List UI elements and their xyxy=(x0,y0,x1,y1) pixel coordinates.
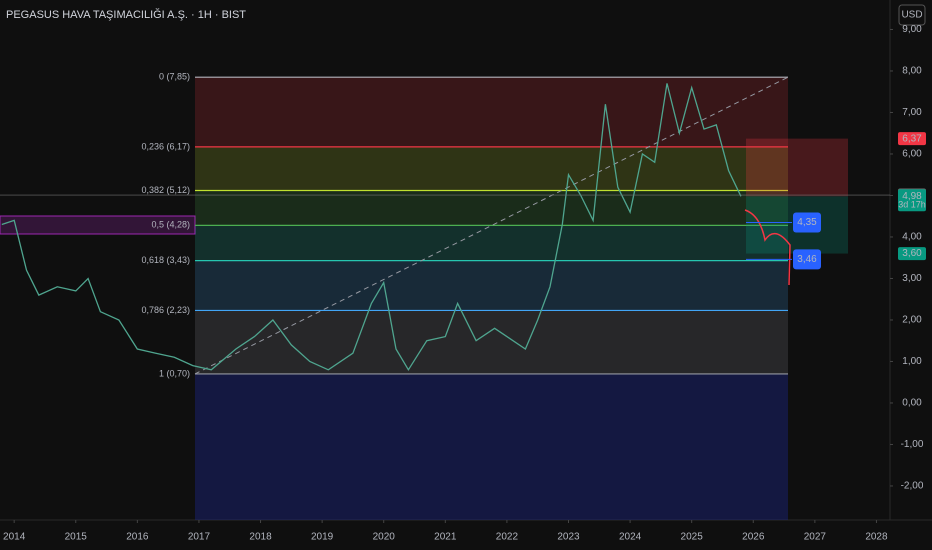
price-label: 6,37 xyxy=(902,133,922,144)
y-tick-label: 3,00 xyxy=(902,273,922,284)
y-tick-label: 2,00 xyxy=(902,315,922,326)
fib-zone xyxy=(195,77,788,147)
target-box xyxy=(793,249,821,270)
fib-label: 0,5 (4,28) xyxy=(151,220,190,230)
x-tick-label: 2020 xyxy=(373,532,396,543)
x-tick-label: 2014 xyxy=(3,532,26,543)
y-tick-label: 0,00 xyxy=(902,398,922,409)
y-tick-label: 8,00 xyxy=(902,66,922,77)
x-tick-label: 2021 xyxy=(434,532,457,543)
price-label-countdown: 3d 17h xyxy=(898,200,926,210)
currency-button[interactable] xyxy=(898,4,926,26)
plot: 0 (7,85) 0,236 (6,17) 0,382 (5,12) 0,5 (4,2… xyxy=(0,72,890,520)
x-tick-label: 2015 xyxy=(65,532,88,543)
y-tick-label: 1,00 xyxy=(902,356,922,367)
y-tick-label: 4,00 xyxy=(902,232,922,243)
fib-label: 0,786 (2,23) xyxy=(141,305,190,315)
fib-zone xyxy=(195,225,788,261)
target-label: 4,35 xyxy=(797,217,817,228)
x-tick-label: 2026 xyxy=(742,532,765,543)
price-label-box xyxy=(898,247,926,261)
x-tick-label: 2028 xyxy=(865,532,888,543)
x-tick-label: 2023 xyxy=(557,532,580,543)
y-tick-label: -2,00 xyxy=(901,481,924,492)
x-tick-label: 2018 xyxy=(249,532,272,543)
fib-label: 0,618 (3,43) xyxy=(141,255,190,265)
x-tick-label: 2022 xyxy=(496,532,519,543)
fib-zone xyxy=(195,260,788,311)
price-label-box xyxy=(898,189,926,212)
price-line xyxy=(1,83,742,372)
fib-label: 1 (0,70) xyxy=(159,368,190,378)
y-tick-label: -1,00 xyxy=(901,439,924,450)
y-tick-label: 9,00 xyxy=(902,24,922,35)
forecast-arrow xyxy=(744,209,791,286)
x-tick-label: 2025 xyxy=(681,532,704,543)
fib-label: 0,382 (5,12) xyxy=(141,185,190,195)
chart-title: PEGASUS HAVA TAŞIMACILIĞI A.Ş. · 1H · BI… xyxy=(6,8,246,21)
y-tick-label: 6,00 xyxy=(902,149,922,160)
stop-zone xyxy=(746,138,848,197)
currency[interactable]: USD xyxy=(901,10,922,21)
fib-zone xyxy=(195,146,788,191)
fib-zone xyxy=(195,190,788,226)
x-tick-label: 2024 xyxy=(619,532,642,543)
x-tick-label: 2027 xyxy=(804,532,827,543)
x-tick-label: 2017 xyxy=(188,532,211,543)
price-label: 3,60 xyxy=(902,248,922,259)
price-label-box xyxy=(898,132,926,146)
target-label: 3,46 xyxy=(797,254,817,265)
fib-zone xyxy=(195,310,788,374)
x-tick-label: 2016 xyxy=(126,532,149,543)
trend-line xyxy=(194,76,789,375)
price-label: 4,98 xyxy=(902,191,922,202)
x-tick-label: 2019 xyxy=(311,532,334,543)
target-box xyxy=(793,212,821,233)
fib-label: 0,236 (6,17) xyxy=(141,141,190,151)
fib-zone xyxy=(195,373,788,520)
y-tick-label: 7,00 xyxy=(902,107,922,118)
fib-label: 0 (7,85) xyxy=(159,72,190,82)
